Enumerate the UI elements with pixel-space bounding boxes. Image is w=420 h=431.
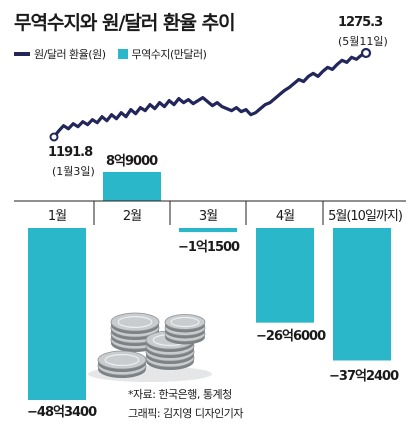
category-label: 4월 <box>276 209 294 224</box>
legend-line-swatch <box>14 52 30 56</box>
rate-end-value: 1275.3 <box>338 15 383 30</box>
bar-5 <box>333 228 391 361</box>
category-label: 2월 <box>123 209 141 224</box>
exchange-rate-line <box>52 51 367 138</box>
credit-note: 그래픽: 김지영 디자인기자 <box>128 407 244 420</box>
coins-illustration <box>88 312 212 382</box>
bar-2 <box>103 172 161 201</box>
rate-end-date: (5월11일) <box>338 35 388 48</box>
bar-value-label: −48억3400 <box>27 405 97 420</box>
bar-value-label: −26억6000 <box>256 329 326 344</box>
category-label: 5월(10일까지) <box>328 209 402 224</box>
bar-4 <box>256 228 314 323</box>
category-band <box>14 201 406 228</box>
bar-value-label: −37억2400 <box>329 369 399 384</box>
category-label: 1월 <box>48 209 66 224</box>
rate-start-point <box>49 132 59 142</box>
legend-bar-swatch <box>117 49 128 59</box>
rate-end-point <box>360 47 372 59</box>
bar-value-label: −1억1500 <box>178 240 240 255</box>
source-note: *자료: 한국은행, 통계청 <box>128 388 232 401</box>
legend-line-label: 원/달러 환율(원) <box>34 48 106 61</box>
bar-1 <box>28 228 86 400</box>
bar-3 <box>179 228 237 233</box>
rate-start-date: (1월3일) <box>52 165 95 178</box>
bar-value-label: 8억9000 <box>106 154 158 169</box>
rate-start-value: 1191.8 <box>48 145 93 160</box>
category-label: 3월 <box>199 209 217 224</box>
legend: 원/달러 환율(원) 무역수지(만달러) <box>14 46 207 62</box>
chart-title: 무역수지와 원/달러 환율 추이 <box>14 12 236 34</box>
legend-bar-label: 무역수지(만달러) <box>131 48 207 61</box>
